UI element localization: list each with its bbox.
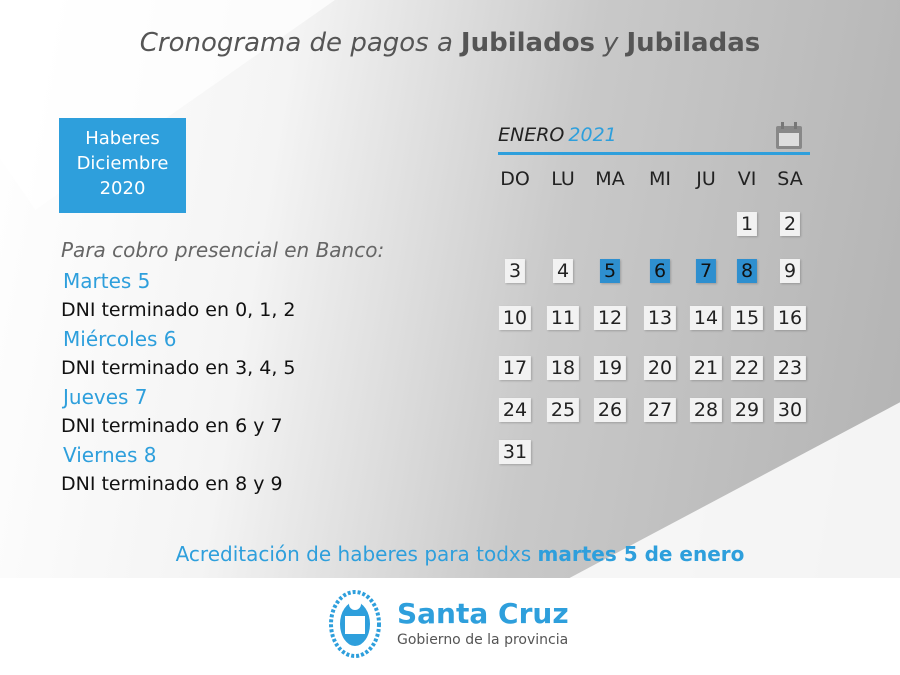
- logo-name: Santa Cruz: [397, 597, 569, 630]
- schedule-dni: DNI terminado en 0, 1, 2: [61, 299, 296, 321]
- calendar-day: 20: [643, 356, 677, 380]
- background: [0, 0, 900, 578]
- calendar-day: 8: [736, 259, 758, 283]
- calendar-day: 10: [498, 306, 532, 330]
- calendar-day: 24: [498, 398, 532, 422]
- year: 2021: [568, 124, 617, 146]
- schedule-day: Miércoles 6: [63, 327, 177, 351]
- subtitle: Para cobro presencial en Banco:: [61, 238, 385, 262]
- calendar-day: 17: [498, 356, 532, 380]
- calendar-day: 13: [643, 306, 677, 330]
- weekday: SA: [777, 168, 803, 190]
- badge-line: Haberes: [85, 128, 160, 149]
- calendar-day: 6: [649, 259, 671, 283]
- weekday: DO: [500, 168, 530, 190]
- calendar-day: 11: [546, 306, 580, 330]
- emblem: [329, 590, 381, 658]
- calendar-day: 9: [779, 259, 801, 283]
- schedule-day: Martes 5: [63, 269, 151, 293]
- weekday: MI: [649, 168, 671, 190]
- calendar-day: 26: [593, 398, 627, 422]
- schedule-day: Jueves 7: [63, 385, 148, 409]
- footer-part: martes 5 de enero: [537, 542, 745, 566]
- weekday: VI: [737, 168, 757, 190]
- badge: Haberes Diciembre 2020: [59, 118, 186, 213]
- title-part: y: [603, 28, 619, 58]
- schedule-dni: DNI terminado en 3, 4, 5: [61, 357, 296, 379]
- schedule-day: Viernes 8: [63, 443, 157, 467]
- calendar-day: 25: [546, 398, 580, 422]
- weekday: MA: [595, 168, 625, 190]
- weekday: LU: [551, 168, 575, 190]
- calendar-day: 29: [730, 398, 764, 422]
- calendar-day: 31: [498, 440, 532, 464]
- title-part: Cronograma de pagos a: [139, 28, 453, 58]
- calendar-day: 1: [736, 212, 758, 236]
- calendar-day: 4: [552, 259, 574, 283]
- calendar-day: 21: [689, 356, 723, 380]
- calendar-day: 28: [689, 398, 723, 422]
- footer-part: Acreditación de haberes para todxs: [175, 542, 532, 566]
- badge-line: Diciembre: [76, 153, 169, 174]
- title-part: Jubiladas: [626, 28, 761, 58]
- calendar-day: 3: [504, 259, 526, 283]
- month: ENERO: [498, 124, 565, 146]
- schedule: Para cobro presencial en Banco: Martes 5…: [61, 238, 384, 500]
- calendar-day: 12: [593, 306, 627, 330]
- calendar-day: 22: [730, 356, 764, 380]
- title-part: Jubilados: [460, 28, 596, 58]
- calendar-day: 18: [546, 356, 580, 380]
- calendar-day: 27: [643, 398, 677, 422]
- title: Cronograma de pagos a Jubilados y Jubiladas: [0, 28, 900, 58]
- calendar-icon: [776, 122, 802, 149]
- calendar-day: 5: [599, 259, 621, 283]
- schedule-dni: DNI terminado en 6 y 7: [61, 415, 283, 437]
- logo-tagline: Gobierno de la provincia: [397, 632, 569, 648]
- calendar-day: 30: [773, 398, 807, 422]
- footer: Acreditación de haberes para todxs marte…: [0, 542, 900, 566]
- calendar-day: 15: [730, 306, 764, 330]
- badge-line: 2020: [99, 178, 146, 199]
- schedule-dni: DNI terminado en 8 y 9: [61, 473, 283, 495]
- calendar-header: ENERO 2021: [498, 124, 617, 146]
- calendar-day: 7: [695, 259, 717, 283]
- calendar-day: 19: [593, 356, 627, 380]
- calendar-day: 16: [773, 306, 807, 330]
- calendar-day: 2: [779, 212, 801, 236]
- weekday: JU: [696, 168, 716, 190]
- calendar: ENERO 2021 DO LU MA MI JU VI SA 1 2 3 4 5 6 7 8 9 10 11 12 1…: [498, 122, 810, 464]
- calendar-rule: [498, 152, 810, 155]
- calendar-day: 14: [689, 306, 723, 330]
- calendar-day: 23: [773, 356, 807, 380]
